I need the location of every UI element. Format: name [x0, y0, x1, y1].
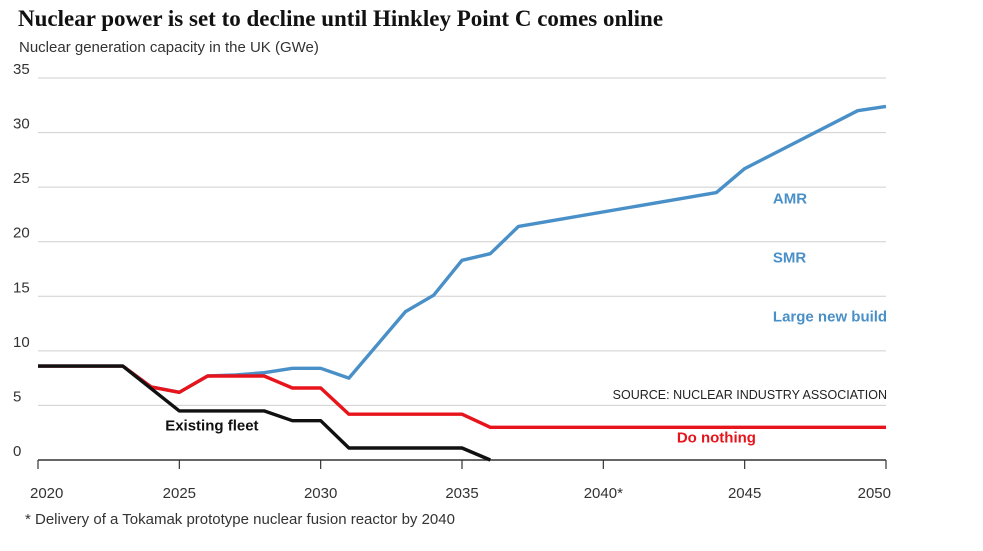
gridlines	[38, 77, 886, 406]
series-line-existing-fleet	[38, 364, 491, 462]
x-tick-label-2045: 2045	[728, 485, 761, 502]
chart-subtitle: Nuclear generation capacity in the UK (G…	[19, 39, 319, 56]
y-tick-label-15: 15	[13, 279, 30, 296]
y-tick-label-30: 30	[13, 116, 30, 133]
annotation-amr: AMR	[773, 191, 807, 208]
y-tick-label-5: 5	[13, 388, 21, 405]
series-lines	[38, 104, 887, 462]
x-tick-label-2030: 2030	[304, 485, 337, 502]
chart-footnote: * Delivery of a Tokamak prototype nuclea…	[25, 511, 455, 528]
y-tick-label-20: 20	[13, 225, 30, 242]
series-line-new-build-scenario	[38, 104, 887, 394]
annotation-existing-fleet: Existing fleet	[165, 418, 258, 435]
y-tick-label-25: 25	[13, 170, 30, 187]
x-tick-label-2050: 2050	[858, 485, 891, 502]
annotations: AMR SMR Large new build Existing fleet Do no…	[165, 191, 887, 447]
x-tick-label-2020: 2020	[30, 485, 63, 502]
source-note: SOURCE: NUCLEAR INDUSTRY ASSOCIATION	[613, 388, 887, 402]
annotation-smr: SMR	[773, 249, 807, 266]
x-tick-label-2040: 2040*	[584, 485, 623, 502]
y-tick-label-35: 35	[13, 61, 30, 78]
x-tick-label-2035: 2035	[445, 485, 478, 502]
annotation-do-nothing: Do nothing	[677, 430, 756, 447]
x-tick-label-2025: 2025	[163, 485, 196, 502]
y-tick-label-0: 0	[13, 443, 21, 460]
annotation-large-new-build: Large new build	[773, 308, 887, 325]
chart-title: Nuclear power is set to decline until Hi…	[18, 6, 664, 31]
y-tick-label-10: 10	[13, 334, 30, 351]
